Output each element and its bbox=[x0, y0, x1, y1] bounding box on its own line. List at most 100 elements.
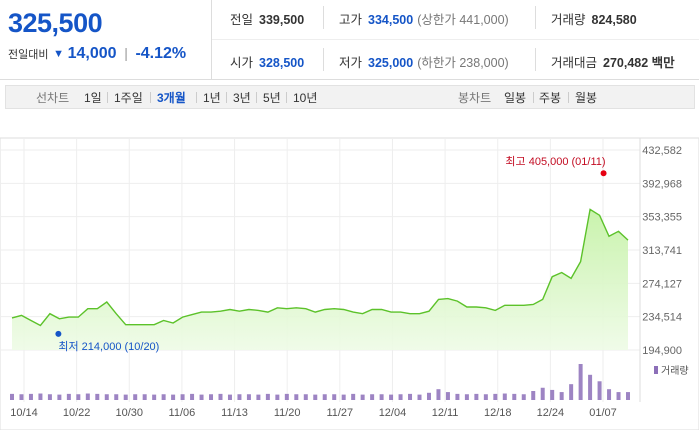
volume-bar bbox=[275, 394, 280, 400]
data-point bbox=[324, 309, 326, 311]
volume-bar bbox=[47, 394, 52, 400]
y-tick-label: 274,127 bbox=[642, 278, 682, 290]
change-label: 전일대비 bbox=[8, 49, 49, 61]
divider bbox=[226, 92, 227, 103]
volume-bar bbox=[521, 394, 526, 400]
data-point bbox=[68, 316, 70, 318]
data-point bbox=[551, 276, 553, 278]
data-point bbox=[456, 300, 458, 302]
data-point bbox=[485, 307, 487, 309]
volume-bar bbox=[180, 394, 185, 400]
volume-bar bbox=[322, 394, 327, 400]
data-point bbox=[466, 306, 468, 308]
data-point bbox=[125, 324, 127, 326]
data-point bbox=[390, 311, 392, 313]
data-point bbox=[153, 324, 155, 326]
volume-bar bbox=[66, 393, 71, 400]
tab-candle-monthly[interactable]: 월봉 bbox=[575, 91, 598, 105]
data-point bbox=[11, 317, 13, 319]
low-label: 최저 214,000 (10/20) bbox=[58, 340, 159, 353]
volume-bar bbox=[455, 393, 460, 400]
data-point bbox=[172, 322, 174, 324]
data-point bbox=[210, 311, 212, 313]
data-point bbox=[542, 298, 544, 300]
x-tick-label: 10/22 bbox=[63, 407, 91, 419]
stat-high: 고가 334,500 (상한가 441,000) bbox=[339, 9, 509, 28]
volume-bar bbox=[483, 394, 488, 400]
data-point bbox=[618, 230, 620, 232]
stat-volume: 거래량 824,580 bbox=[551, 9, 637, 28]
data-point bbox=[238, 310, 240, 312]
x-tick-label: 01/07 bbox=[589, 407, 617, 419]
stat-label: 고가 bbox=[339, 13, 363, 27]
data-point bbox=[314, 311, 316, 313]
volume-bar bbox=[85, 393, 90, 400]
tab-period-5y[interactable]: 5년 bbox=[263, 91, 281, 105]
stat-label: 전일 bbox=[230, 13, 254, 27]
data-point bbox=[400, 311, 402, 313]
down-triangle-icon: ▼ bbox=[53, 48, 64, 60]
volume-bar bbox=[341, 394, 346, 400]
volume-bar bbox=[616, 392, 621, 400]
stat-label: 거래량 bbox=[551, 13, 586, 27]
volume-bar bbox=[28, 393, 33, 400]
data-point bbox=[333, 308, 335, 310]
data-point bbox=[305, 308, 307, 310]
data-point bbox=[589, 208, 591, 210]
chart-period-tabs: 선차트 1일 1주일 3개월 1년 3년 5년 10년 봉차트 일봉 주봉 월봉 bbox=[5, 85, 695, 109]
tab-candle-weekly[interactable]: 주봉 bbox=[539, 91, 562, 105]
data-point bbox=[191, 314, 193, 316]
volume-bar bbox=[152, 394, 157, 400]
tab-period-3m[interactable]: 3개월 bbox=[157, 91, 186, 105]
x-tick-label: 10/30 bbox=[116, 407, 144, 419]
data-point bbox=[352, 311, 354, 313]
y-tick-label: 432,582 bbox=[642, 145, 682, 157]
data-point bbox=[523, 304, 525, 306]
tab-period-3y[interactable]: 3년 bbox=[233, 91, 251, 105]
divider bbox=[150, 92, 151, 103]
data-point bbox=[447, 298, 449, 300]
data-point bbox=[229, 309, 231, 311]
divider bbox=[286, 92, 287, 103]
volume-bar bbox=[284, 393, 289, 400]
data-point bbox=[437, 298, 439, 300]
data-point bbox=[371, 309, 373, 311]
volume-bar bbox=[95, 393, 100, 400]
volume-bar bbox=[540, 387, 545, 400]
volume-bar bbox=[199, 394, 204, 400]
volume-bar bbox=[389, 394, 394, 400]
tab-period-1w[interactable]: 1주일 bbox=[114, 91, 143, 105]
x-tick-label: 12/18 bbox=[484, 407, 512, 419]
x-tick-label: 10/14 bbox=[10, 407, 38, 419]
volume-legend-label: 거래량 bbox=[661, 365, 689, 377]
volume-bar bbox=[426, 392, 431, 400]
low-marker bbox=[55, 330, 62, 337]
tab-period-10y[interactable]: 10년 bbox=[293, 91, 318, 105]
y-tick-label: 392,968 bbox=[642, 178, 682, 190]
stat-sub: (하한가 238,000) bbox=[417, 56, 509, 70]
tab-period-1d[interactable]: 1일 bbox=[84, 91, 102, 105]
volume-legend-swatch bbox=[654, 366, 658, 374]
data-point bbox=[494, 309, 496, 311]
tab-candle-daily[interactable]: 일봉 bbox=[504, 91, 527, 105]
volume-bar bbox=[171, 394, 176, 400]
tab-period-1y[interactable]: 1년 bbox=[203, 91, 221, 105]
data-point bbox=[343, 309, 345, 311]
volume-bar bbox=[626, 392, 630, 400]
data-point bbox=[580, 261, 582, 263]
data-point bbox=[608, 235, 610, 237]
volume-bar bbox=[512, 393, 517, 400]
data-point bbox=[504, 304, 506, 306]
data-point bbox=[267, 311, 269, 313]
x-tick-label: 11/27 bbox=[326, 407, 353, 419]
divider bbox=[256, 92, 257, 103]
volume-bar bbox=[123, 394, 128, 400]
data-point bbox=[77, 316, 79, 318]
stat-value: 325,000 bbox=[368, 56, 414, 70]
data-point bbox=[257, 309, 259, 311]
data-point bbox=[96, 308, 98, 310]
volume-bar bbox=[607, 389, 612, 400]
data-point bbox=[599, 214, 601, 216]
volume-bar bbox=[209, 394, 214, 400]
candle-chart-label: 봉차트 bbox=[458, 91, 492, 105]
